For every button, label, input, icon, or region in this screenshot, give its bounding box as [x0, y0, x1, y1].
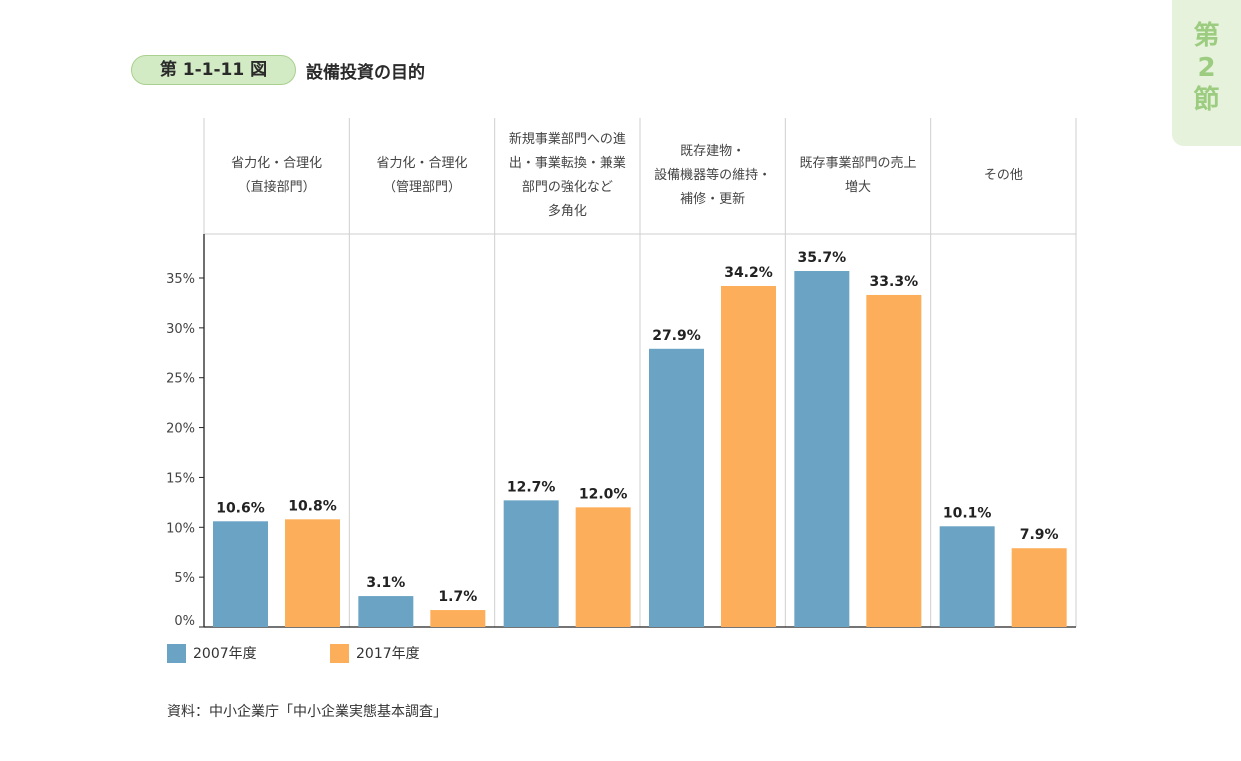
y-tick-label: 30%: [166, 322, 195, 337]
figure-title: 設備投資の目的: [306, 63, 425, 83]
category-header: 省力化・合理化 （管理部門）: [376, 156, 468, 195]
bar-2007: [213, 521, 268, 627]
legend-swatch-2017: [330, 643, 349, 663]
y-tick-label: 10%: [166, 521, 195, 536]
bar-2007: [794, 271, 850, 627]
data-label: 33.3%: [870, 274, 919, 290]
section-tab-char: 2: [1197, 53, 1216, 83]
section-tab-char: 第: [1193, 21, 1220, 51]
bar-2017: [575, 507, 631, 627]
source-note: 資料：中小企業庁「中小企業実態基本調査」: [167, 704, 447, 720]
y-tick-label: 15%: [166, 471, 195, 486]
y-tick-label: 35%: [166, 272, 195, 287]
data-label: 10.1%: [943, 505, 992, 521]
bar-2017: [430, 610, 486, 627]
y-tick-label: 0%: [174, 614, 195, 629]
data-label: 1.7%: [438, 589, 477, 605]
figure-number-badge: 第 1-1-11 図: [131, 55, 296, 85]
y-tick-label: 20%: [166, 422, 195, 437]
bar-2017: [1011, 548, 1067, 627]
data-label: 10.6%: [216, 500, 265, 516]
bar-2007: [503, 500, 559, 627]
data-label: 34.2%: [724, 265, 773, 281]
bar-2017: [721, 285, 776, 627]
y-tick-label: 5%: [174, 571, 195, 586]
legend-label-2017: 2017年度: [356, 646, 420, 662]
bar-2007: [358, 596, 414, 627]
bar-2017: [866, 294, 922, 627]
legend-item-2017: 2017年度: [330, 643, 420, 663]
data-label: 27.9%: [652, 328, 701, 344]
category-header: 省力化・合理化 （直接部門）: [231, 156, 323, 195]
category-header: 既存建物・ 設備機器等の維持・ 補修・更新: [654, 144, 772, 207]
category-header: その他: [983, 168, 1023, 183]
data-label: 12.0%: [579, 486, 628, 502]
category-header: 新規事業部門への進 出・事業転換・兼業 部門の強化など 多角化: [508, 132, 626, 219]
data-label: 35.7%: [798, 250, 847, 266]
data-label: 12.7%: [507, 479, 556, 495]
section-tab: 第 2 節: [1172, 0, 1241, 146]
bar-2007: [649, 348, 704, 627]
bar-2017: [285, 519, 340, 627]
legend-swatch-2007: [167, 643, 186, 663]
category-header: 既存事業部門の売上 増大: [799, 156, 917, 195]
section-tab-char: 節: [1193, 85, 1220, 115]
data-label: 3.1%: [366, 575, 405, 591]
legend-item-2007: 2007年度: [167, 643, 257, 663]
y-tick-label: 25%: [166, 372, 195, 387]
bar-2007: [939, 526, 995, 627]
data-label: 7.9%: [1020, 527, 1059, 543]
data-label: 10.8%: [288, 498, 337, 514]
legend-label-2007: 2007年度: [193, 646, 257, 662]
